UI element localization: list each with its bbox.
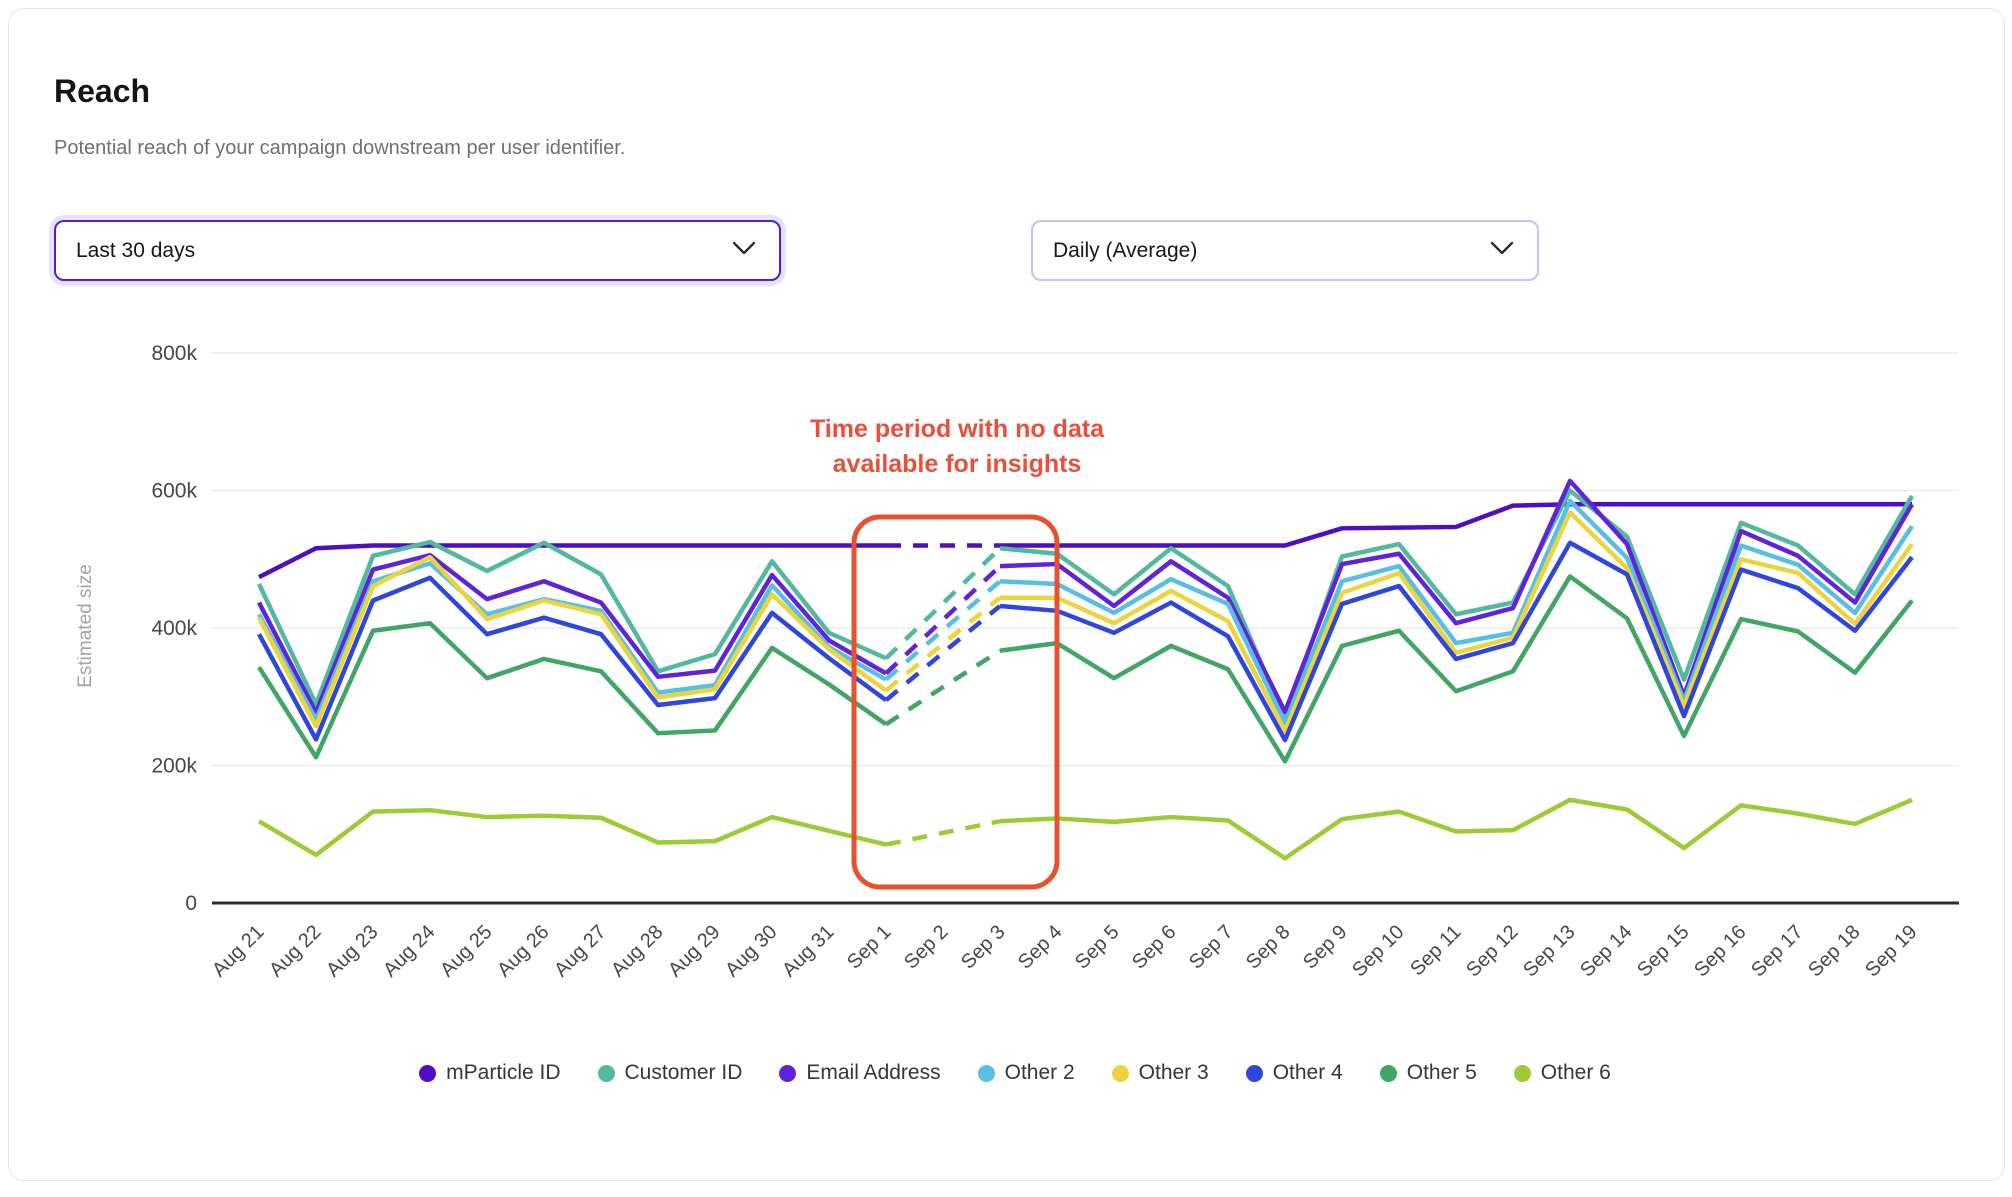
y-tick-label: 600k <box>151 480 197 503</box>
legend-item-other-3[interactable]: Other 3 <box>1111 1061 1209 1085</box>
x-tick-label: Sep 11 <box>1406 921 1465 980</box>
series-line-dashed <box>884 546 1002 660</box>
legend-label: Other 3 <box>1138 1061 1209 1084</box>
annotation-line-2: available for insights <box>833 450 1082 478</box>
x-tick-label: Aug 26 <box>493 921 553 981</box>
series-line-dashed <box>884 595 1002 693</box>
chart-series <box>256 478 1914 861</box>
legend-dot-icon <box>1245 1064 1263 1082</box>
x-tick-label: Sep 13 <box>1519 921 1579 981</box>
x-tick-label: Sep 5 <box>1071 921 1124 974</box>
series-line <box>999 540 1914 743</box>
legend-dot-icon <box>1513 1064 1531 1082</box>
series-line <box>999 488 1914 721</box>
series-line-dashed <box>885 818 1001 847</box>
x-tick-label: Sep 9 <box>1299 921 1352 974</box>
granularity-dropdown[interactable]: Daily (Average) <box>1031 220 1539 281</box>
legend-dot-icon <box>1111 1064 1129 1082</box>
legend-dot-icon <box>1379 1064 1397 1082</box>
series-line <box>257 575 888 742</box>
y-tick-label: 0 <box>185 892 197 915</box>
series-line-dashed <box>884 564 1002 676</box>
date-range-dropdown[interactable]: Last 30 days <box>54 220 781 281</box>
x-tick-label: Aug 31 <box>778 921 838 981</box>
series-line-dashed <box>884 579 1002 682</box>
x-tick-label: Sep 14 <box>1576 921 1636 981</box>
legend-label: mParticle ID <box>446 1061 561 1084</box>
reach-card: Reach Potential reach of your campaign d… <box>8 8 2005 1181</box>
legend-item-other-2[interactable]: Other 2 <box>977 1061 1075 1085</box>
x-tick-label: Aug 30 <box>721 921 781 981</box>
legend-item-other-4[interactable]: Other 4 <box>1245 1061 1343 1085</box>
x-tick-label: Sep 18 <box>1804 921 1864 981</box>
series-line <box>257 807 887 858</box>
x-tick-label: Sep 12 <box>1462 921 1522 981</box>
series-line <box>257 552 888 715</box>
series-line <box>1000 510 1914 734</box>
x-tick-label: Sep 3 <box>957 921 1010 974</box>
legend-label: Other 5 <box>1406 1061 1477 1084</box>
x-tick-label: Sep 6 <box>1128 921 1181 974</box>
x-tick-label: Aug 22 <box>265 921 325 981</box>
legend-item-other-6[interactable]: Other 6 <box>1513 1061 1611 1085</box>
x-tick-label: Sep 2 <box>900 921 953 974</box>
series-line <box>256 539 887 707</box>
page-subtitle: Potential reach of your campaign downstr… <box>54 137 626 159</box>
chart-legend: mParticle ID Customer ID Email Address Othe… <box>109 1053 1921 1093</box>
x-tick-label: Aug 21 <box>208 921 268 981</box>
legend-label: Customer ID <box>624 1061 743 1084</box>
chevron-down-icon <box>731 240 757 261</box>
legend-dot-icon <box>419 1064 437 1082</box>
gridlines <box>212 352 1959 905</box>
series-line-dashed <box>884 648 1002 727</box>
granularity-value: Daily (Average) <box>1053 238 1198 262</box>
x-tick-label: Sep 16 <box>1690 921 1750 981</box>
y-tick-label: 400k <box>151 617 197 640</box>
x-tick-label: Aug 27 <box>550 921 610 981</box>
x-tick-label: Sep 1 <box>843 921 896 974</box>
series-line <box>999 478 1914 715</box>
legend-label: Other 4 <box>1272 1061 1343 1084</box>
date-range-value: Last 30 days <box>76 238 196 262</box>
annotation-line-1: Time period with no data <box>810 415 1105 443</box>
series-line <box>999 797 1913 861</box>
x-tick-label: Sep 4 <box>1014 921 1067 974</box>
y-tick-label: 800k <box>151 342 197 365</box>
legend-dot-icon <box>977 1064 995 1082</box>
legend-item-customer-id[interactable]: Customer ID <box>597 1061 743 1085</box>
legend-item-mparticle-id[interactable]: mParticle ID <box>419 1061 561 1085</box>
legend-label: Other 2 <box>1004 1061 1075 1084</box>
series-line <box>999 498 1914 726</box>
series-line <box>257 620 888 760</box>
series-line <box>1000 502 1912 548</box>
legend-label: Other 6 <box>1540 1061 1611 1084</box>
y-tick-label: 200k <box>151 755 197 778</box>
x-tick-label: Sep 10 <box>1348 921 1408 981</box>
x-tick-label: Aug 29 <box>664 921 724 981</box>
x-tick-label: Aug 24 <box>379 921 439 981</box>
x-tick-label: Aug 23 <box>322 921 382 981</box>
no-data-highlight-box <box>851 514 1060 890</box>
x-tick-label: Sep 7 <box>1185 921 1238 974</box>
x-tick-label: Sep 15 <box>1633 921 1693 981</box>
x-tick-label: Sep 19 <box>1861 921 1921 981</box>
y-axis-title: Estimated size <box>75 564 96 688</box>
page-title: Reach <box>54 73 151 109</box>
series-line <box>257 554 888 729</box>
legend-item-email-address[interactable]: Email Address <box>779 1061 941 1085</box>
x-tick-label: Aug 25 <box>436 921 496 981</box>
series-line <box>999 574 1914 764</box>
legend-label: Email Address <box>806 1061 941 1084</box>
legend-item-other-5[interactable]: Other 5 <box>1379 1061 1477 1085</box>
x-tick-label: Aug 28 <box>607 921 667 981</box>
x-tick-label: Sep 17 <box>1747 921 1807 981</box>
series-line <box>257 543 886 580</box>
x-tick-label: Sep 8 <box>1242 921 1295 974</box>
chevron-down-icon <box>1489 240 1515 261</box>
legend-dot-icon <box>597 1064 615 1082</box>
legend-dot-icon <box>779 1064 797 1082</box>
